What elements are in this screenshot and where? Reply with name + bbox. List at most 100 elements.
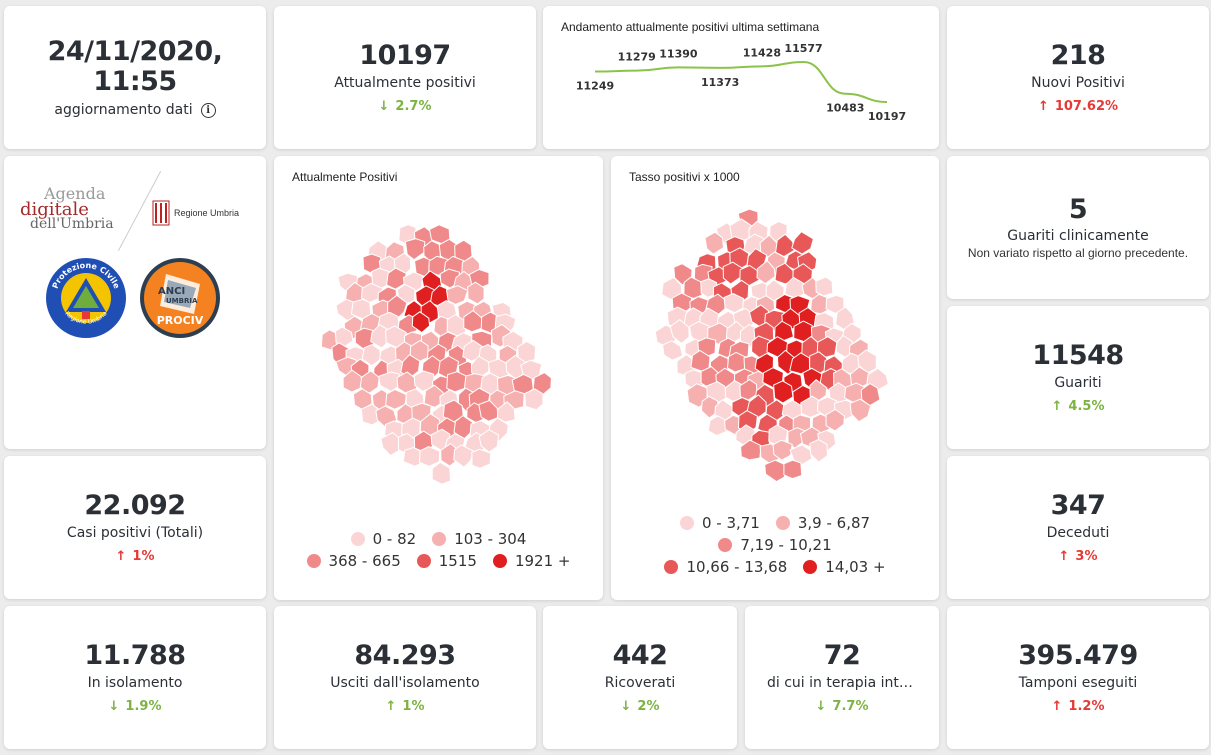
- usciti-label: Usciti dall'isolamento: [330, 674, 480, 691]
- legend-label: 3,9 - 6,87: [797, 514, 871, 532]
- municipality-region[interactable]: [378, 371, 400, 392]
- legend-item[interactable]: 1515: [416, 552, 477, 570]
- municipality-region[interactable]: [661, 276, 683, 301]
- municipality-region[interactable]: [423, 384, 446, 408]
- umbria-map-positivi[interactable]: [274, 196, 603, 566]
- municipality-region[interactable]: [467, 281, 485, 305]
- deceduti-trend: ↑ 3%: [1059, 549, 1098, 564]
- municipality-region[interactable]: [825, 294, 845, 315]
- municipality-region[interactable]: [361, 344, 382, 367]
- data-label: 10483: [826, 102, 864, 115]
- municipality-region[interactable]: [669, 318, 690, 345]
- info-icon[interactable]: i: [200, 102, 216, 118]
- legend-swatch-icon: [803, 560, 818, 574]
- municipality-region[interactable]: [431, 461, 452, 485]
- municipality-region[interactable]: [413, 370, 435, 392]
- agenda-digitale-logo[interactable]: Agenda digitale dell'Umbria: [20, 184, 130, 232]
- legend-label: 14,03 +: [825, 558, 886, 576]
- ricoverati-trend: ↓ 2%: [621, 699, 660, 714]
- agenda-line2: digitale: [20, 199, 89, 220]
- municipality-region[interactable]: [773, 380, 794, 404]
- positivi-label: Attualmente positivi: [334, 74, 476, 91]
- municipality-region[interactable]: [740, 439, 762, 461]
- legend-label: 0 - 3,71: [701, 514, 760, 532]
- positivi-value: 10197: [359, 40, 451, 72]
- municipality-region[interactable]: [815, 276, 834, 297]
- legend-swatch-icon: [775, 516, 790, 530]
- protezione-civile-logo[interactable]: Protezione Civile Regione Umbria: [44, 256, 128, 340]
- municipality-region[interactable]: [523, 388, 544, 411]
- casi-trend: ↑ 1%: [116, 549, 155, 564]
- legend-item[interactable]: 10,66 - 13,68: [664, 558, 787, 576]
- municipality-region[interactable]: [809, 438, 829, 463]
- anci-text: ANCI: [158, 286, 185, 297]
- guariti-clin-label: Guariti clinicamente: [1007, 228, 1149, 245]
- legend-item[interactable]: 14,03 +: [803, 558, 886, 576]
- legend-item[interactable]: 1921 +: [492, 552, 570, 570]
- ricoverati-trend-value: 2%: [637, 698, 660, 714]
- arrow-up-icon: ↑: [1037, 98, 1049, 114]
- legend-item[interactable]: 7,19 - 10,21: [718, 536, 832, 554]
- legend-swatch-icon: [492, 554, 507, 568]
- municipality-region[interactable]: [418, 445, 441, 467]
- anci-umbria-text: UMBRIA: [166, 297, 198, 305]
- legend-swatch-icon: [718, 538, 733, 552]
- legend-swatch-icon: [306, 554, 321, 568]
- municipality-region[interactable]: [825, 408, 845, 432]
- guariti-clin-note: Non variato rispetto al giorno precedent…: [967, 246, 1189, 261]
- municipality-region[interactable]: [704, 231, 725, 255]
- datetime-card: 24/11/2020, 11:55 aggiornamento dati i: [4, 6, 266, 149]
- guariti-clinicamente-card: 5 Guariti clinicamente Non variato rispe…: [947, 156, 1209, 299]
- regione-umbria-logo[interactable]: Regione Umbria: [152, 200, 239, 226]
- legend-item[interactable]: 0 - 3,71: [679, 514, 760, 532]
- legend-swatch-icon: [432, 532, 447, 546]
- ricoverati-value: 442: [612, 640, 668, 672]
- municipality-region[interactable]: [362, 253, 382, 274]
- municipality-region[interactable]: [445, 285, 469, 305]
- municipality-region[interactable]: [764, 459, 786, 483]
- data-label: 11279: [618, 51, 656, 64]
- municipality-region[interactable]: [471, 448, 492, 469]
- data-label: 11249: [576, 80, 614, 93]
- deceduti-trend-value: 3%: [1075, 548, 1098, 564]
- legend-item[interactable]: 368 - 665: [306, 552, 401, 570]
- andamento-line-chart: 11249 11279 11390 11373 11428 11577 10483 10197: [576, 42, 906, 123]
- legend-swatch-icon: [350, 532, 365, 546]
- umbria-map-tasso[interactable]: [611, 196, 939, 546]
- regione-text: Regione Umbria: [174, 208, 240, 218]
- arrow-down-icon: ↓: [378, 98, 390, 114]
- nuovi-label: Nuovi Positivi: [1031, 74, 1125, 91]
- municipality-region[interactable]: [726, 351, 746, 373]
- municipality-region[interactable]: [772, 439, 793, 461]
- legend-swatch-icon: [679, 516, 694, 530]
- municipality-region[interactable]: [446, 371, 468, 393]
- legend-item[interactable]: 0 - 82: [350, 530, 417, 548]
- regione-emblem-icon: [152, 200, 170, 226]
- casi-value: 22.092: [84, 490, 186, 522]
- municipality-region[interactable]: [478, 399, 500, 422]
- legend-label: 1515: [438, 552, 477, 570]
- nuovi-card: 218 Nuovi Positivi ↑ 107.62%: [947, 6, 1209, 149]
- ricoverati-label: Ricoverati: [604, 674, 676, 691]
- municipality-region[interactable]: [411, 311, 431, 334]
- positivi-card: 10197 Attualmente positivi ↓ 2.7%: [274, 6, 536, 149]
- municipality-region[interactable]: [661, 340, 684, 361]
- isolamento-value: 11.788: [84, 640, 186, 672]
- data-label: 10197: [868, 110, 906, 123]
- municipality-region[interactable]: [783, 459, 803, 480]
- usciti-card: 84.293 Usciti dall'isolamento ↑ 1%: [274, 606, 536, 749]
- municipality-region[interactable]: [849, 398, 872, 423]
- trend-line: [594, 60, 888, 103]
- municipality-region[interactable]: [342, 369, 364, 393]
- legend-item[interactable]: 3,9 - 6,87: [775, 514, 871, 532]
- municipality-region[interactable]: [404, 238, 426, 261]
- legend-swatch-icon: [664, 560, 679, 574]
- legend-item[interactable]: 103 - 304: [432, 530, 526, 548]
- municipality-region[interactable]: [791, 231, 814, 255]
- map1-title: Attualmente Positivi: [292, 170, 398, 184]
- arrow-down-icon: ↓: [108, 698, 120, 714]
- legend-label: 0 - 82: [372, 530, 417, 548]
- terapia-trend: ↓ 7.7%: [816, 699, 869, 714]
- anci-prociv-logo[interactable]: ANCI UMBRIA PROCIV: [138, 256, 222, 340]
- map1-legend: 0 - 82 103 - 304 368 - 665 1515 1921 +: [274, 528, 603, 572]
